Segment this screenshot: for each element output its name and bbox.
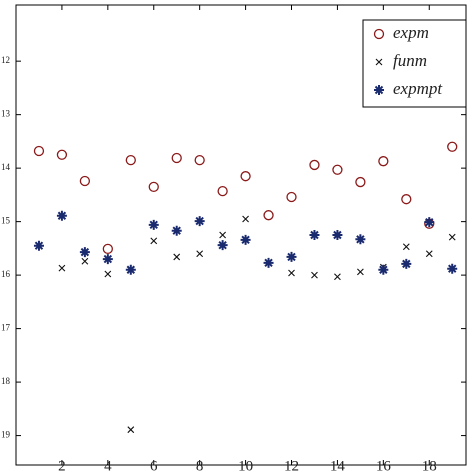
marker-star [424,217,435,228]
marker-x [219,231,227,239]
marker-circle [447,141,458,152]
plot-frame [15,4,467,466]
marker-circle [125,154,136,166]
marker-x [127,426,135,434]
y-tick-label: 14 [1,162,11,172]
marker-star [56,210,67,221]
legend-label: expmpt [393,79,443,98]
marker-circle [194,154,205,166]
y-tick-label: 12 [1,55,10,65]
marker-star [378,264,389,275]
marker-x [150,237,158,245]
marker-x [196,250,204,258]
marker-star [79,247,90,258]
y-tick-label: 16 [1,269,11,279]
marker-star [240,234,251,245]
marker-star [33,240,44,251]
marker-circle [171,152,182,164]
y-tick-label: 18 [1,376,11,386]
marker-x [173,253,181,261]
marker-star [332,230,343,240]
marker-star [148,219,159,230]
x-tick-label: 6 [150,458,158,474]
marker-x [334,273,341,281]
x-tick-label: 12 [284,458,299,474]
marker-x [242,215,249,223]
legend: expm funm expmpt [362,19,467,108]
marker-star [102,254,113,265]
marker-star [263,257,274,268]
marker-circle [378,156,389,167]
y-tick-label: 19 [1,430,11,440]
y-tick-label: 17 [1,323,11,333]
marker-star [309,230,320,240]
x-tick-label: 16 [376,458,392,474]
marker-x [425,250,433,258]
marker-circle [401,194,412,205]
marker-circle [355,176,366,188]
marker-star [374,85,384,95]
marker-circle [309,159,320,171]
marker-circle [33,145,45,157]
marker-star [125,264,136,275]
legend-label: expm [393,23,429,42]
marker-star [194,216,205,227]
marker-star [401,258,412,269]
x-tick-label: 4 [104,458,112,474]
marker-circle [240,171,251,182]
x-tick-label: 2 [58,458,66,474]
x-tick-label: 18 [422,458,437,474]
marker-x [375,58,383,66]
marker-circle [332,164,343,175]
marker-x [81,257,89,265]
marker-circle [217,185,228,197]
marker-x [58,264,66,272]
x-tick-label: 8 [196,458,204,474]
marker-star [447,263,458,274]
marker-circle [286,191,297,203]
marker-star [171,225,182,236]
marker-x [288,269,295,277]
y-tick-label: 15 [1,216,11,226]
marker-x [402,243,410,251]
marker-circle [79,175,91,187]
marker-circle [56,149,68,160]
marker-x [448,233,456,241]
marker-star [355,234,366,245]
marker-circle [148,181,159,193]
x-tick-label: 14 [330,458,346,474]
marker-circle [263,210,274,221]
y-tick-label: 13 [1,109,11,119]
legend-label: funm [393,51,427,70]
marker-star [286,251,297,262]
marker-star [217,240,228,251]
marker-circle [373,28,385,40]
marker-x [311,271,318,279]
marker-x [104,270,112,278]
marker-x [356,268,364,276]
marker-circle [102,243,113,255]
x-tick-label: 10 [238,458,253,474]
